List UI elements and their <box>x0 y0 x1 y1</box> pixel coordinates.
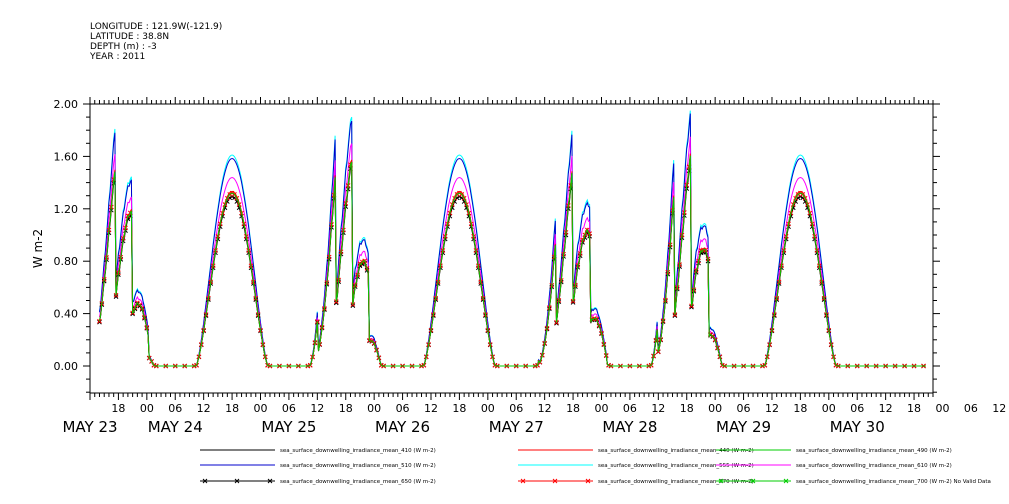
series-line-1 <box>99 153 926 367</box>
series-marker-6 <box>672 313 678 319</box>
x-hour-label: 18 <box>452 402 466 415</box>
x-hour-label: 18 <box>339 402 353 415</box>
x-hour-label: 00 <box>935 402 949 415</box>
x-hour-label: 06 <box>509 402 523 415</box>
series-marker-7 <box>97 318 102 324</box>
x-hour-label: 18 <box>111 402 125 415</box>
legend-marker-8 <box>783 478 789 484</box>
x-hour-label: 12 <box>765 402 779 415</box>
series-marker-6 <box>350 303 356 309</box>
y-tick-label: 0.80 <box>54 255 79 268</box>
legend-marker-7 <box>520 478 526 484</box>
x-hour-label: 00 <box>822 402 836 415</box>
series-marker-6 <box>554 320 559 326</box>
x-hour-label: 06 <box>282 402 296 415</box>
series-marker-6 <box>130 311 135 317</box>
x-hour-label: 00 <box>481 402 495 415</box>
series-line-2 <box>99 155 926 367</box>
x-hour-label: 06 <box>964 402 978 415</box>
x-day-label: MAY 23 <box>62 418 117 436</box>
legend-marker-8 <box>718 478 724 484</box>
y-tick-label: 2.00 <box>54 98 79 111</box>
series-marker-6 <box>97 319 102 325</box>
legend-marker-6 <box>267 478 273 484</box>
series-layer <box>97 110 926 369</box>
y-axis-label: W m-2 <box>31 229 45 268</box>
y-tick-label: 0.00 <box>54 360 79 373</box>
x-hour-label: 18 <box>225 402 239 415</box>
x-hour-label: 00 <box>594 402 608 415</box>
x-hour-label: 12 <box>424 402 438 415</box>
legend-marker-7 <box>585 478 591 484</box>
x-day-label: MAY 29 <box>716 418 771 436</box>
x-day-label: MAY 24 <box>148 418 203 436</box>
legend-label-3: sea_surface_downwelling_irradiance_mean_… <box>280 463 436 469</box>
legend-label-4: sea_surface_downwelling_irradiance_mean_… <box>598 463 754 469</box>
legend-marker-6 <box>202 478 208 484</box>
x-hour-label: 18 <box>680 402 694 415</box>
legend: sea_surface_downwelling_irradiance_mean_… <box>200 448 991 485</box>
series-line-6 <box>99 159 926 367</box>
x-hour-label: 12 <box>197 402 211 415</box>
series-marker-6 <box>113 294 119 299</box>
legend-label-2: sea_surface_downwelling_irradiance_mean_… <box>796 448 952 454</box>
x-day-label: MAY 25 <box>261 418 316 436</box>
x-day-label: MAY 26 <box>375 418 430 436</box>
y-tick-label: 0.40 <box>54 308 79 321</box>
series-marker-6 <box>333 300 339 306</box>
x-hour-label: 06 <box>168 402 182 415</box>
x-hour-label: 12 <box>879 402 893 415</box>
x-hour-label: 00 <box>367 402 381 415</box>
x-hour-label: 00 <box>140 402 154 415</box>
x-hour-label: 06 <box>850 402 864 415</box>
x-hour-label: 18 <box>566 402 580 415</box>
series-line-4 <box>99 110 926 367</box>
y-tick-label: 1.60 <box>54 150 79 163</box>
x-hour-label: 12 <box>992 402 1006 415</box>
header-longitude: LONGITUDE : 121.9W(-121.9) <box>90 22 223 32</box>
x-hour-label: 00 <box>253 402 267 415</box>
series-marker-6 <box>570 300 576 305</box>
legend-label-1: sea_surface_downwelling_irradiance_mean_… <box>598 448 754 454</box>
header-year: YEAR : 2011 <box>90 52 146 62</box>
legend-label-0: sea_surface_downwelling_irradiance_mean_… <box>280 448 436 454</box>
header-depth: DEPTH (m) : -3 <box>90 42 157 52</box>
x-hour-label: 00 <box>708 402 722 415</box>
legend-label-5: sea_surface_downwelling_irradiance_mean_… <box>796 463 952 469</box>
y-tick-label: 1.20 <box>54 203 79 216</box>
series-marker-6 <box>689 304 694 310</box>
x-hour-label: 18 <box>793 402 807 415</box>
series-line-7 <box>99 155 926 367</box>
header-latitude: LATITUDE : 38.8N <box>90 32 170 42</box>
x-day-label: MAY 30 <box>830 418 885 436</box>
x-hour-label: 06 <box>396 402 410 415</box>
legend-label-8: sea_surface_downwelling_irradiance_mean_… <box>796 479 991 485</box>
x-day-label: MAY 27 <box>489 418 544 436</box>
legend-marker-7 <box>552 478 558 484</box>
axis-layer: 0.00 0.40 0.80 1.20 1.60 2.00 18 00 06 12 18 00 06 12… <box>54 97 1006 436</box>
legend-marker-8 <box>750 478 756 484</box>
series-marker-7 <box>672 312 678 317</box>
x-hour-label: 12 <box>651 402 665 415</box>
series-line-0 <box>99 155 926 367</box>
x-hour-label: 12 <box>310 402 324 415</box>
x-hour-label: 06 <box>623 402 637 415</box>
legend-label-7: sea_surface_downwelling_irradiance_mean_… <box>598 479 754 485</box>
series-line-5 <box>99 136 926 367</box>
header-metadata: LONGITUDE : 121.9W(-121.9) LATITUDE : 38… <box>90 22 222 62</box>
x-hour-label: 18 <box>907 402 921 415</box>
x-hour-label: 06 <box>737 402 751 415</box>
series-line-3 <box>99 113 926 367</box>
legend-marker-6 <box>234 478 240 484</box>
x-day-label: MAY 28 <box>602 418 657 436</box>
legend-label-6: sea_surface_downwelling_irradiance_mean_… <box>280 479 436 485</box>
x-hour-label: 12 <box>538 402 552 415</box>
